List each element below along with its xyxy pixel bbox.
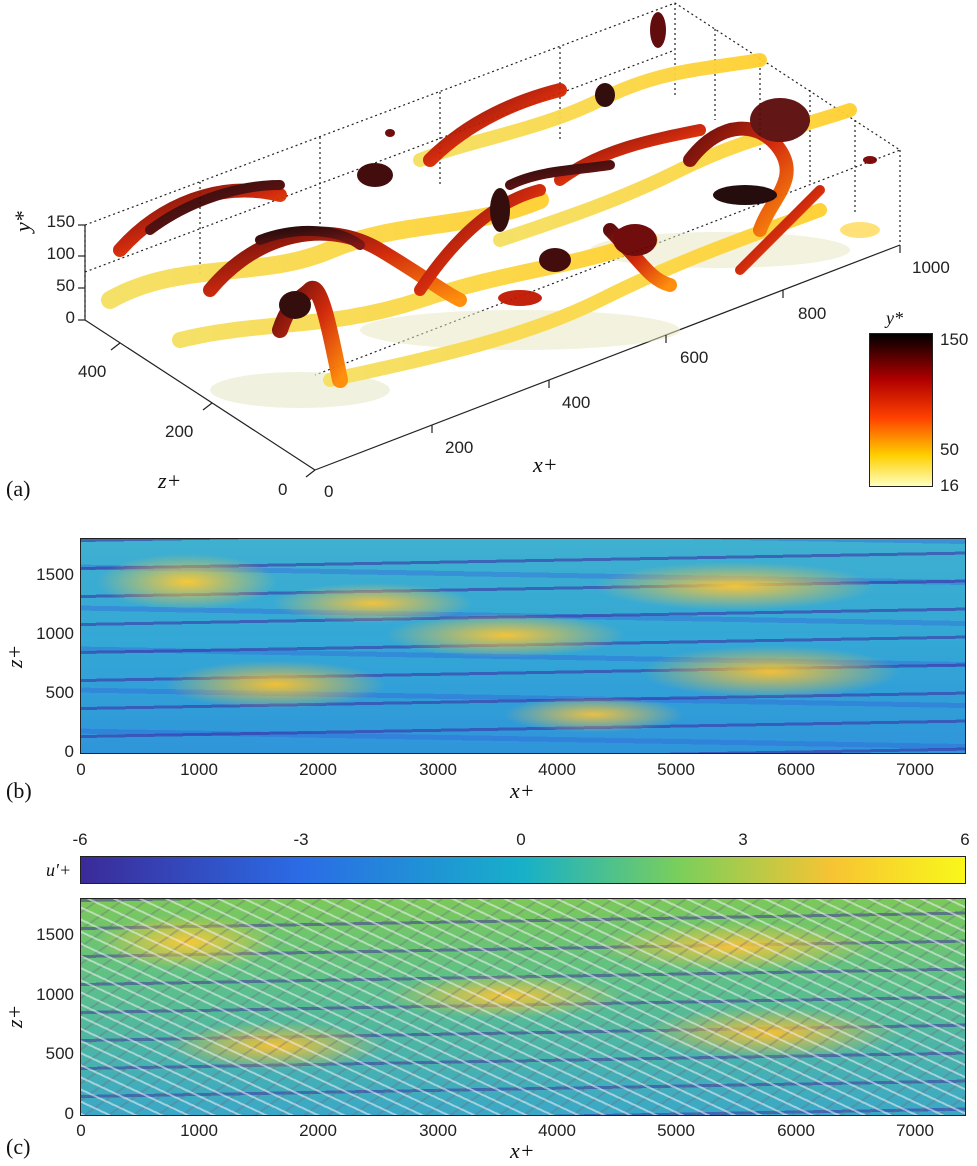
panel-c-y-tick: 0 [64, 1104, 74, 1123]
panel-a-x-tick: 600 [680, 348, 709, 367]
panel-a-colorbar [869, 333, 933, 487]
panel-c-x-tick: 7000 [896, 1121, 934, 1140]
panel-a-colorbar-tick: 50 [940, 440, 959, 459]
panel-b: 0 500 1000 1500 z+ 0 1000 2000 3000 4000… [0, 520, 977, 810]
panel-b-y-tick: 1500 [36, 565, 74, 584]
panel-c-colorbar-tick: -6 [72, 830, 88, 849]
panel-a-x-axis-label: x+ [533, 452, 558, 477]
panel-b-x-tick: 4000 [538, 760, 576, 779]
panel-c-x-tick: 6000 [777, 1121, 815, 1140]
panel-c-colorbar-tick: 3 [738, 830, 748, 849]
panel-c-velocity-field [80, 898, 966, 1116]
panel-b-y-tick: 500 [45, 683, 74, 702]
panel-a-colorbar-title: y* [886, 308, 903, 328]
panel-c-colorbar-label: u′+ [46, 860, 72, 880]
panel-b-tag: (b) [6, 778, 32, 803]
panel-a-x-tick: 800 [798, 304, 827, 323]
panel-b-x-tick: 2000 [299, 760, 337, 779]
panel-b-y-tick: 1000 [36, 624, 74, 643]
panel-b-velocity-field [80, 538, 966, 754]
panel-a-tag: (a) [6, 476, 31, 501]
panel-c-y-tick: 1000 [36, 985, 74, 1004]
panel-c-x-tick: 2000 [299, 1121, 337, 1140]
panel-a-colorbar-tick: 150 [940, 330, 969, 349]
panel-a-x-tick: 1000 [912, 258, 950, 277]
panel-b-y-tick: 0 [64, 742, 74, 761]
panel-c-colorbar-tick: 6 [960, 830, 970, 849]
panel-a-colorbar-tick: 16 [940, 476, 959, 495]
panel-a-y-tick: 0 [65, 308, 75, 327]
panel-b-x-tick: 1000 [180, 760, 218, 779]
panel-a-z-tick: 0 [278, 480, 288, 499]
panel-c: -6 -3 0 3 6 u′+ 0 500 1000 1500 z+ 0 100… [0, 828, 977, 1166]
panel-b-x-tick: 3000 [419, 760, 457, 779]
panel-b-x-tick: 6000 [777, 760, 815, 779]
panel-a-y-axis-label: y* [10, 211, 35, 232]
panel-c-colorbar-tick: 0 [516, 830, 526, 849]
panel-a: y* 0 50 100 150 0 200 400 z+ 0 200 400 6… [0, 0, 977, 510]
panel-c-colorbar-tick: -3 [293, 830, 309, 849]
panel-a-y-tick: 50 [56, 276, 75, 295]
panel-a-z-tick: 200 [165, 422, 194, 441]
panel-b-y-axis-label: z+ [2, 644, 27, 668]
panel-a-z-tick: 400 [78, 362, 107, 381]
panel-a-y-tick: 150 [46, 212, 75, 231]
panel-b-x-tick: 7000 [896, 760, 934, 779]
panel-c-x-tick: 1000 [180, 1121, 218, 1140]
panel-c-y-axis-label: z+ [2, 1004, 27, 1028]
panel-a-z-axis-label: z+ [158, 468, 182, 493]
panel-c-y-tick: 500 [45, 1044, 74, 1063]
panel-c-x-tick: 0 [76, 1121, 86, 1140]
panel-b-x-axis-label: x+ [510, 778, 535, 803]
panel-a-x-tick: 200 [445, 438, 474, 457]
panel-c-tag: (c) [6, 1134, 31, 1159]
panel-c-colorbar [80, 856, 966, 884]
panel-a-x-tick: 400 [562, 393, 591, 412]
panel-a-3d-box [78, 2, 902, 478]
panel-a-x-tick: 0 [324, 482, 334, 501]
panel-c-x-axis-label: x+ [510, 1138, 535, 1163]
panel-c-y-tick: 1500 [36, 925, 74, 944]
panel-b-x-tick: 5000 [657, 760, 695, 779]
panel-c-x-tick: 5000 [657, 1121, 695, 1140]
panel-c-x-tick: 4000 [538, 1121, 576, 1140]
panel-a-y-tick: 100 [46, 244, 75, 263]
panel-c-x-tick: 3000 [419, 1121, 457, 1140]
panel-b-x-tick: 0 [76, 760, 86, 779]
